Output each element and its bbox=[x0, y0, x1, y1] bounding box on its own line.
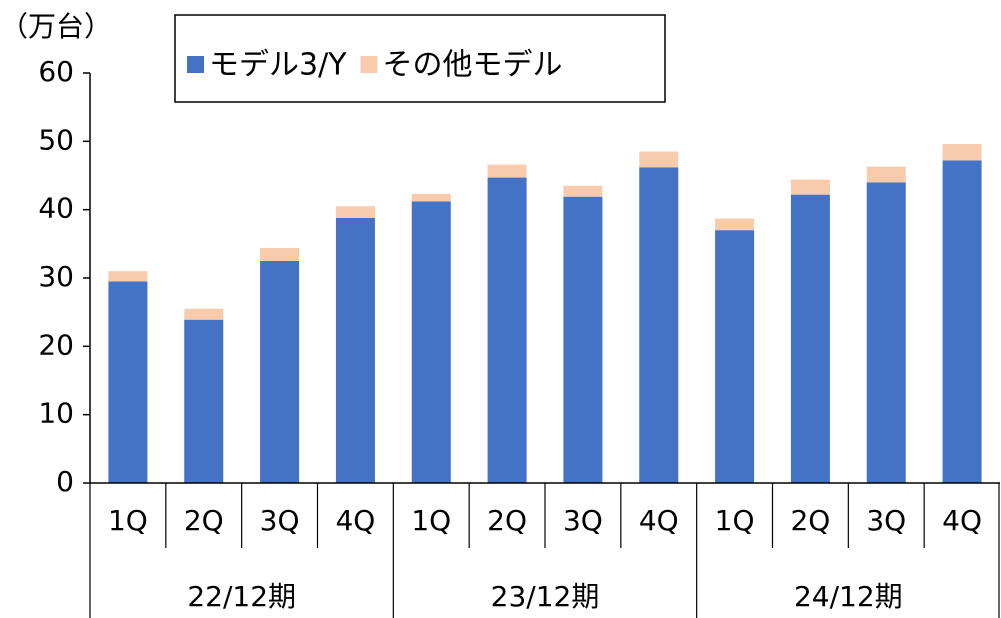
bar-segment bbox=[563, 196, 603, 483]
legend-label: その他モデル bbox=[383, 48, 563, 83]
bar-segment bbox=[639, 151, 679, 168]
bar-segment bbox=[715, 230, 755, 483]
legend-swatch bbox=[360, 56, 378, 73]
y-tick-label: 0 bbox=[56, 465, 74, 498]
x-tick-label: 2Q bbox=[790, 504, 830, 537]
bar-segment bbox=[411, 201, 451, 483]
x-tick-label: 4Q bbox=[639, 504, 679, 537]
y-tick-label: 60 bbox=[38, 55, 74, 88]
legend-box bbox=[174, 14, 666, 103]
bar-segment bbox=[866, 182, 906, 484]
y-tick-label: 40 bbox=[38, 192, 74, 225]
bar-segment bbox=[715, 218, 755, 231]
group-label: 24/12期 bbox=[794, 580, 903, 613]
bar-segment bbox=[942, 144, 982, 161]
y-axis-label: （万台） bbox=[0, 10, 112, 43]
bar-segment bbox=[184, 319, 224, 483]
x-tick-label: 1Q bbox=[108, 504, 148, 537]
bar-segment bbox=[790, 194, 830, 483]
bar-segment bbox=[487, 164, 527, 178]
bar-segment bbox=[335, 206, 375, 218]
y-tick-label: 10 bbox=[38, 397, 74, 430]
bar-segment bbox=[942, 160, 982, 483]
x-tick-label: 3Q bbox=[260, 504, 300, 537]
x-tick-label: 4Q bbox=[942, 504, 982, 537]
group-label: 22/12期 bbox=[187, 580, 296, 613]
y-tick-label: 50 bbox=[38, 123, 74, 156]
x-tick-label: 4Q bbox=[335, 504, 375, 537]
y-tick-label: 30 bbox=[38, 260, 74, 293]
legend-label: モデル3/Y bbox=[209, 48, 347, 83]
bar-segment bbox=[866, 166, 906, 183]
x-tick-label: 3Q bbox=[563, 504, 603, 537]
legend: モデル3/Y その他モデル bbox=[174, 14, 666, 103]
bar-segment bbox=[184, 308, 224, 320]
bar-segment bbox=[108, 281, 148, 483]
bar-segment bbox=[790, 179, 830, 195]
bar-segment bbox=[335, 217, 375, 483]
bar-segment bbox=[639, 167, 679, 484]
bar-segment bbox=[563, 185, 603, 197]
legend-swatch bbox=[187, 56, 204, 73]
group-label: 23/12期 bbox=[491, 580, 600, 613]
x-tick-label: 1Q bbox=[411, 504, 451, 537]
bar-segment bbox=[260, 260, 300, 483]
x-tick-label: 3Q bbox=[866, 504, 906, 537]
x-tick-label: 2Q bbox=[487, 504, 527, 537]
bar-segment bbox=[260, 247, 300, 261]
bar-segment bbox=[487, 177, 527, 484]
y-tick-label: 20 bbox=[38, 328, 74, 361]
bar-segment bbox=[108, 271, 148, 282]
x-tick-label: 2Q bbox=[184, 504, 224, 537]
bar-segment bbox=[411, 193, 451, 202]
x-tick-label: 1Q bbox=[715, 504, 755, 537]
